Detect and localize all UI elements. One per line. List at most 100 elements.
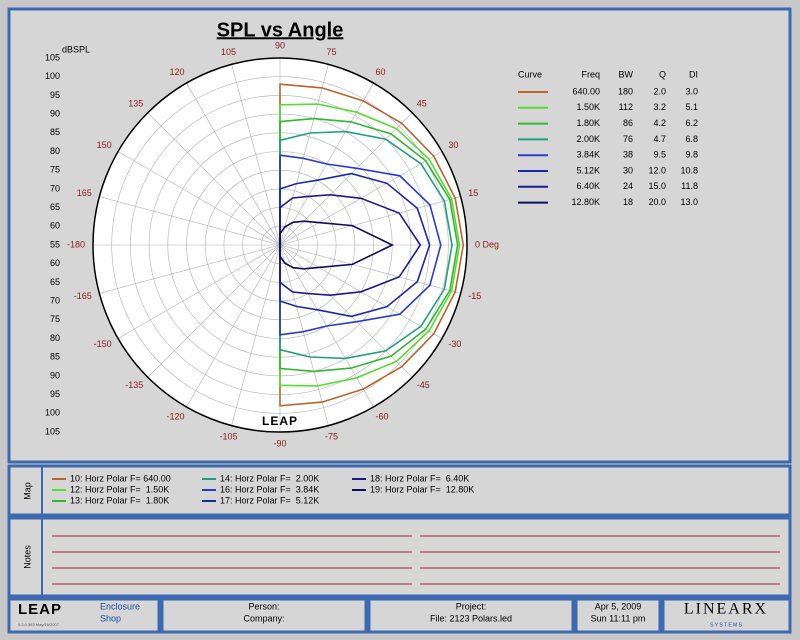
- angle-tick-label: -120: [166, 412, 184, 422]
- polar-curve: [279, 117, 459, 373]
- angle-tick-label: -60: [376, 412, 389, 422]
- angle-tick-label: 45: [417, 99, 427, 109]
- legend-q: 9.5: [653, 150, 666, 160]
- grid-spoke: [231, 244, 281, 426]
- legend-q: 4.2: [653, 118, 666, 128]
- plot-border: [92, 57, 468, 433]
- legend-bw: 76: [623, 134, 633, 144]
- map-item: 19: Horz Polar F= 12.80K: [370, 484, 474, 494]
- legend-di: 9.8: [685, 150, 698, 160]
- footer-box: [661, 597, 792, 634]
- panel-label: Map: [22, 482, 32, 500]
- legend-di: 11.8: [681, 181, 698, 191]
- r-tick-label: 65: [50, 277, 60, 287]
- map-item: 17: Horz Polar F= 5.12K: [220, 495, 319, 505]
- r-tick-label: 85: [50, 127, 60, 137]
- angle-tick-label: -90: [273, 438, 286, 448]
- grid-spoke: [117, 244, 281, 339]
- file: File: 2123 Polars.led: [430, 613, 512, 623]
- grid-spoke: [231, 64, 281, 246]
- map-item: 18: Horz Polar F= 6.40K: [370, 473, 469, 483]
- angle-tick-label: -30: [448, 339, 461, 349]
- angle-tick-label: 60: [376, 67, 386, 77]
- legend-di: 5.1: [685, 102, 698, 112]
- legend-freq: 3.84K: [576, 150, 600, 160]
- legend-header: DI: [689, 69, 698, 79]
- angle-tick-label: 105: [221, 47, 236, 57]
- grid-spoke: [186, 244, 281, 408]
- logo: LEAP: [18, 601, 62, 618]
- grid-spoke: [279, 244, 413, 378]
- legend-q: 2.0: [653, 86, 666, 96]
- grid-spoke: [99, 196, 281, 246]
- notes-panel: [7, 516, 792, 598]
- brand-sub: S Y S T E M S: [710, 622, 743, 628]
- angle-tick-label: 165: [77, 188, 92, 198]
- footer-box: [7, 597, 161, 634]
- legend-bw: 18: [623, 197, 633, 207]
- r-tick-label: 65: [50, 202, 60, 212]
- legend-di: 3.0: [685, 86, 698, 96]
- r-tick-label: 70: [50, 183, 60, 193]
- legend-bw: 24: [623, 181, 633, 191]
- polar-curve: [279, 103, 461, 387]
- angle-tick-label: 120: [169, 67, 184, 77]
- project: Project:: [456, 601, 487, 611]
- grid-spoke: [279, 64, 329, 246]
- map-item: 13: Horz Polar F= 1.80K: [70, 495, 169, 505]
- grid-spoke: [147, 112, 281, 246]
- legend-freq: 1.80K: [576, 118, 600, 128]
- legend-freq: 2.00K: [576, 134, 600, 144]
- r-tick-label: 60: [50, 221, 60, 231]
- note-lines: [52, 535, 780, 585]
- r-tick-label: 75: [50, 165, 60, 175]
- r-tick-label: 100: [45, 71, 60, 81]
- r-tick-label: 95: [50, 389, 60, 399]
- legend-header: Q: [659, 69, 666, 79]
- company: Company:: [243, 613, 284, 623]
- angle-tick-label: -150: [94, 339, 112, 349]
- legend-bw: 180: [618, 86, 633, 96]
- legend-bw: 86: [623, 118, 633, 128]
- r-tick-label: 80: [50, 146, 60, 156]
- map-item: 16: Horz Polar F= 3.84K: [220, 484, 319, 494]
- map-item: 12: Horz Polar F= 1.50K: [70, 484, 169, 494]
- chart-logo: LEAP: [262, 414, 298, 428]
- legend-freq: 5.12K: [576, 165, 600, 175]
- panel-label: Notes: [22, 545, 32, 569]
- r-tick-label: 100: [45, 408, 60, 418]
- product: Shop: [100, 613, 121, 623]
- angle-tick-label: -105: [219, 432, 237, 442]
- footer: LEAP 5.2.0.363 May/16/2007 Enclosure Sho…: [7, 597, 792, 634]
- person: Person:: [248, 601, 279, 611]
- legend-freq: 6.40K: [576, 181, 600, 191]
- map-panel: [7, 464, 792, 517]
- legend-di: 10.8: [680, 165, 698, 175]
- r-tick-label: 70: [50, 295, 60, 305]
- product: Enclosure: [100, 601, 140, 611]
- legend-q: 3.2: [653, 102, 666, 112]
- date: Apr 5, 2009: [595, 601, 642, 611]
- legend-freq: 640.00: [572, 86, 600, 96]
- legend-header: BW: [619, 69, 634, 79]
- chart-title: SPL vs Angle: [217, 19, 344, 41]
- grid-spoke: [186, 82, 281, 246]
- angle-tick-label: 15: [468, 188, 478, 198]
- legend-bw: 112: [619, 102, 633, 112]
- grid-spoke: [117, 151, 281, 246]
- angle-tick-label: -135: [125, 380, 143, 390]
- footer-box: [160, 597, 368, 634]
- angle-tick-label: -165: [74, 291, 92, 301]
- r-tick-label: 105: [45, 426, 60, 436]
- r-tick-label: 55: [50, 239, 60, 249]
- legend-header: Curve: [518, 69, 542, 79]
- r-tick-label: 90: [50, 108, 60, 118]
- angle-tick-label: 135: [128, 99, 143, 109]
- angle-tick-label: 90: [275, 40, 285, 50]
- r-tick-label: 105: [45, 52, 60, 62]
- footer-box: [367, 597, 575, 634]
- map-item: 14: Horz Polar F= 2.00K: [220, 473, 319, 483]
- r-axis-label: dBSPL: [62, 44, 90, 54]
